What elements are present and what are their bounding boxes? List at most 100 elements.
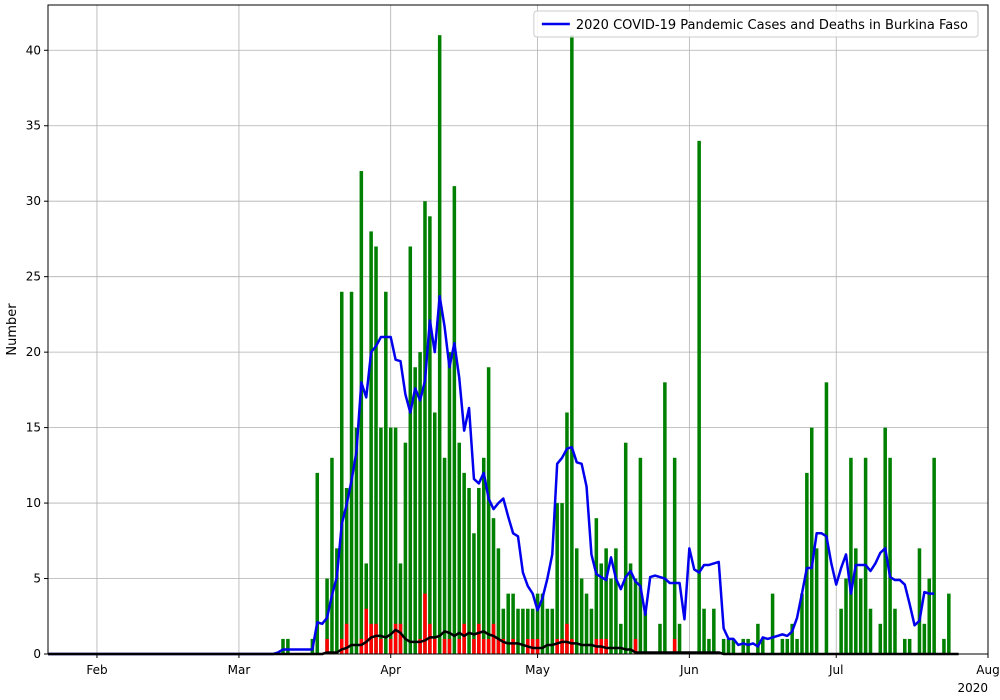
y-tick-label: 20 bbox=[26, 345, 41, 359]
cases-bar bbox=[516, 608, 520, 654]
cases-bar bbox=[917, 548, 922, 654]
cases-bar bbox=[472, 533, 476, 654]
cases-bar bbox=[501, 608, 506, 654]
deaths-bar bbox=[555, 638, 559, 654]
cases-bar bbox=[481, 457, 486, 654]
cases-bar bbox=[369, 231, 373, 654]
cases-bar bbox=[359, 171, 364, 654]
deaths-bar bbox=[423, 593, 427, 654]
cases-bar bbox=[756, 623, 760, 654]
cases-bar bbox=[858, 578, 863, 654]
deaths-bar bbox=[477, 623, 481, 654]
deaths-bar bbox=[447, 638, 452, 654]
deaths-bar bbox=[379, 638, 383, 654]
cases-bar bbox=[609, 578, 613, 654]
deaths-bar bbox=[433, 638, 437, 654]
y-tick-label: 40 bbox=[26, 43, 41, 57]
cases-bar bbox=[447, 352, 452, 654]
x-tick-label: Jul bbox=[828, 663, 843, 677]
cases-bar bbox=[903, 638, 907, 654]
cases-bar bbox=[849, 457, 853, 654]
cases-bar bbox=[496, 548, 501, 654]
cases-bar bbox=[589, 608, 594, 654]
y-tick-label: 15 bbox=[26, 421, 41, 435]
cases-bar bbox=[393, 427, 398, 654]
deaths-bar bbox=[398, 623, 403, 654]
cases-bar bbox=[922, 623, 927, 654]
y-tick-label: 5 bbox=[33, 572, 41, 586]
cases-bar bbox=[614, 548, 618, 654]
cases-bar bbox=[888, 457, 892, 654]
deaths-bar bbox=[344, 623, 349, 654]
y-tick-label: 10 bbox=[26, 496, 41, 510]
cases-bar bbox=[565, 412, 569, 654]
cases-bar bbox=[907, 638, 912, 654]
deaths-bar bbox=[535, 638, 540, 654]
cases-bar bbox=[633, 578, 638, 654]
deaths-bar bbox=[560, 638, 564, 654]
deaths-bar bbox=[339, 638, 344, 654]
cases-bar bbox=[702, 608, 706, 654]
cases-bar bbox=[619, 623, 623, 654]
cases-bar bbox=[638, 457, 643, 654]
cases-bar bbox=[883, 427, 887, 654]
cases-bar bbox=[398, 563, 403, 654]
cases-bar bbox=[741, 638, 745, 654]
cases-bar bbox=[658, 623, 662, 654]
cases-bar bbox=[315, 472, 320, 654]
cases-bar bbox=[809, 427, 814, 654]
cases-bar bbox=[374, 246, 378, 654]
cases-bar bbox=[932, 457, 936, 654]
cases-bar bbox=[594, 518, 599, 654]
deaths-bar bbox=[418, 638, 422, 654]
cases-bar bbox=[408, 246, 413, 654]
cases-bar bbox=[506, 593, 510, 654]
cases-bar bbox=[599, 563, 603, 654]
deaths-bar bbox=[633, 638, 638, 654]
cases-bar bbox=[712, 608, 716, 654]
cases-bar bbox=[623, 442, 628, 654]
cases-bar bbox=[947, 593, 951, 654]
cases-bar bbox=[795, 638, 799, 654]
cases-bar bbox=[746, 638, 750, 654]
x-tick-label: Aug bbox=[976, 663, 999, 677]
deaths-bar bbox=[511, 638, 515, 654]
deaths-bars bbox=[325, 593, 677, 654]
cases-bar bbox=[854, 548, 858, 654]
cases-bar bbox=[462, 472, 466, 654]
cases-bar bbox=[731, 638, 736, 654]
deaths-bar bbox=[462, 623, 466, 654]
cases-bar bbox=[535, 593, 540, 654]
cases-bar bbox=[442, 457, 447, 654]
plot-frame bbox=[47, 4, 989, 655]
cases-bar bbox=[540, 593, 545, 654]
cases-bar bbox=[761, 638, 765, 654]
deaths-bar bbox=[481, 638, 486, 654]
x-tick-label: Mar bbox=[228, 663, 251, 677]
y-tick-label: 0 bbox=[33, 647, 41, 661]
deaths-bar bbox=[442, 638, 447, 654]
deaths-bar bbox=[374, 623, 378, 654]
cases-bar bbox=[555, 503, 559, 654]
legend-entry-label: 2020 COVID-19 Pandemic Cases and Deaths … bbox=[576, 18, 968, 33]
cases-bar bbox=[790, 623, 794, 654]
deaths-bar bbox=[565, 623, 569, 654]
cases-bar bbox=[521, 608, 525, 654]
deaths-bar bbox=[672, 638, 677, 654]
x-axis-year-label: 2020 bbox=[957, 681, 988, 695]
cases-bar bbox=[570, 35, 574, 655]
cases-bar bbox=[330, 457, 334, 654]
cases-bar bbox=[379, 427, 383, 654]
deaths-bar bbox=[486, 638, 491, 654]
cases-bar bbox=[467, 487, 471, 654]
deaths-bar bbox=[491, 623, 496, 654]
cases-bar bbox=[530, 608, 535, 654]
deaths-bar bbox=[472, 638, 476, 654]
x-tick-label: Jun bbox=[679, 663, 699, 677]
cases-bar bbox=[354, 427, 359, 654]
cases-bar bbox=[579, 578, 584, 654]
cases-bar bbox=[384, 291, 388, 654]
cases-bar bbox=[663, 382, 667, 654]
